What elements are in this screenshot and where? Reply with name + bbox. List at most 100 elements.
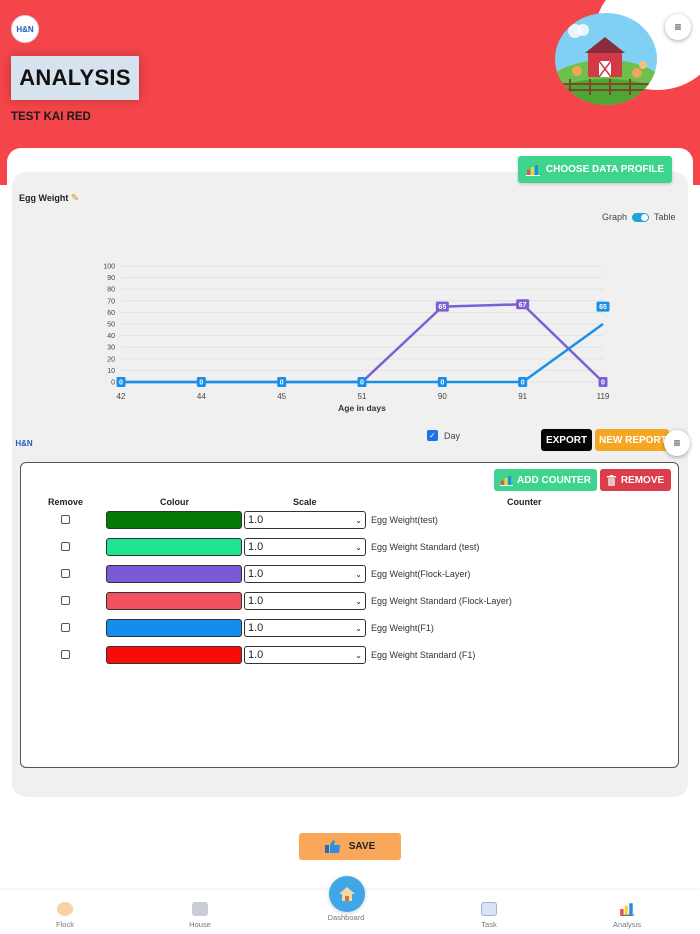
data-label: 0 [440, 380, 444, 387]
colour-swatch[interactable] [106, 538, 242, 556]
data-label-box [116, 377, 126, 387]
x-axis-title: Age in days [338, 403, 386, 413]
chevron-down-icon: ⌄ [355, 596, 362, 606]
nav-analysis[interactable]: Analysis [592, 902, 662, 929]
colour-swatch[interactable] [106, 511, 242, 529]
counter-name: Egg Weight(Flock-Layer) [371, 569, 471, 579]
check-icon[interactable]: ✓ [427, 430, 438, 441]
x-tick-label: 45 [277, 392, 286, 401]
counter-row: 1.0 ⌄ Egg Weight Standard (Flock-Layer) [0, 591, 700, 611]
hn-logo-small: H&N [15, 438, 33, 448]
data-label: 65 [438, 304, 446, 311]
data-label: 0 [601, 380, 605, 387]
add-counter-button[interactable]: ADD COUNTER [494, 469, 597, 491]
hn-logo: H&N [11, 15, 39, 43]
floating-menu-button[interactable]: ≡ [664, 430, 690, 456]
choose-data-profile-label: CHOOSE DATA PROFILE [545, 164, 665, 175]
y-tick-label: 80 [107, 287, 115, 294]
counter-name: Egg Weight Standard (test) [371, 542, 480, 552]
new-report-button[interactable]: NEW REPORT [595, 429, 669, 451]
remove-checkbox[interactable] [61, 569, 70, 578]
scale-select[interactable]: 1.0 ⌄ [244, 646, 366, 664]
remove-checkbox[interactable] [61, 623, 70, 632]
data-label-box [596, 301, 610, 312]
hamburger-icon: ≡ [674, 20, 682, 34]
graph-table-toggle[interactable]: Graph Table [602, 212, 676, 222]
bar-chart-icon [525, 164, 540, 176]
scale-select[interactable]: 1.0 ⌄ [244, 511, 366, 529]
chart-data-labels: 0 0 0 0 65 67 65 0 0 0 [116, 299, 610, 387]
day-checkbox[interactable]: ✓ Day [427, 430, 460, 441]
view-toggle-switch[interactable] [632, 212, 650, 222]
data-label-box [277, 377, 287, 387]
scale-value: 1.0 [248, 649, 264, 661]
x-tick-label: 119 [597, 392, 610, 401]
y-tick-label: 0 [111, 380, 115, 387]
y-tick-label: 90 [107, 275, 115, 282]
header-menu-button[interactable]: ≡ [665, 14, 691, 40]
counter-name: Egg Weight(test) [371, 515, 438, 525]
scale-select[interactable]: 1.0 ⌄ [244, 565, 366, 583]
data-label-box [196, 377, 206, 387]
scale-value: 1.0 [248, 595, 264, 607]
scale-select[interactable]: 1.0 ⌄ [244, 619, 366, 637]
colour-swatch[interactable] [106, 565, 242, 583]
remove-checkbox[interactable] [61, 650, 70, 659]
scale-select[interactable]: 1.0 ⌄ [244, 538, 366, 556]
header-remove: Remove [48, 497, 84, 507]
remove-checkbox[interactable] [61, 542, 70, 551]
y-tick-label: 40 [107, 333, 115, 340]
remove-checkbox[interactable] [61, 596, 70, 605]
trash-icon [606, 474, 616, 486]
y-tick-label: 100 [103, 264, 115, 271]
home-icon [339, 887, 355, 901]
y-tick-label: 60 [107, 310, 115, 317]
nav-task[interactable]: Task [454, 902, 524, 929]
remove-checkbox[interactable] [61, 515, 70, 524]
x-axis-ticks: 42 44 45 51 90 91 119 [117, 392, 610, 401]
nav-task-label: Task [481, 920, 497, 929]
clipboard-check-icon [481, 902, 497, 916]
y-tick-label: 70 [107, 298, 115, 305]
counter-name: Egg Weight Standard (F1) [371, 650, 476, 660]
colour-swatch[interactable] [106, 619, 242, 637]
farm-illustration [555, 13, 657, 105]
data-label: 0 [280, 380, 284, 387]
y-tick-label: 10 [107, 368, 115, 375]
data-label-box [516, 299, 530, 310]
save-button[interactable]: SAVE [299, 833, 401, 860]
nav-analysis-label: Analysis [613, 920, 641, 929]
x-tick-label: 91 [518, 392, 527, 401]
data-label-box [435, 301, 449, 312]
colour-swatch[interactable] [106, 646, 242, 664]
scale-value: 1.0 [248, 622, 264, 634]
nav-flock[interactable]: Flock [30, 902, 100, 929]
y-tick-label: 30 [107, 345, 115, 352]
pencil-icon[interactable]: ✎ [70, 193, 80, 204]
chick-icon [57, 902, 73, 916]
data-label: 0 [360, 380, 364, 387]
x-tick-label: 42 [117, 392, 126, 401]
chart-name[interactable]: Egg Weight ✎ [19, 193, 79, 204]
header-scale: Scale [293, 497, 317, 507]
data-label: 67 [519, 302, 527, 309]
scale-select[interactable]: 1.0 ⌄ [244, 592, 366, 610]
choose-data-profile-button[interactable]: CHOOSE DATA PROFILE [518, 156, 672, 183]
add-counter-label: ADD COUNTER [517, 474, 591, 486]
nav-dashboard[interactable] [329, 876, 365, 912]
colour-swatch[interactable] [106, 592, 242, 610]
counter-row: 1.0 ⌄ Egg Weight Standard (test) [0, 537, 700, 557]
page-subtitle: TEST KAI RED [11, 111, 91, 123]
save-label: SAVE [348, 841, 376, 852]
nav-house[interactable]: House [165, 902, 235, 929]
chevron-down-icon: ⌄ [355, 569, 362, 579]
export-button[interactable]: EXPORT [541, 429, 592, 451]
series-line-2 [121, 322, 604, 384]
remove-button[interactable]: REMOVE [600, 469, 671, 491]
bar-chart-icon [619, 903, 635, 916]
x-tick-label: 44 [197, 392, 206, 401]
x-tick-label: 90 [438, 392, 447, 401]
chart-grid [121, 265, 603, 383]
chevron-down-icon: ⌄ [355, 650, 362, 660]
data-label-box [437, 377, 447, 387]
